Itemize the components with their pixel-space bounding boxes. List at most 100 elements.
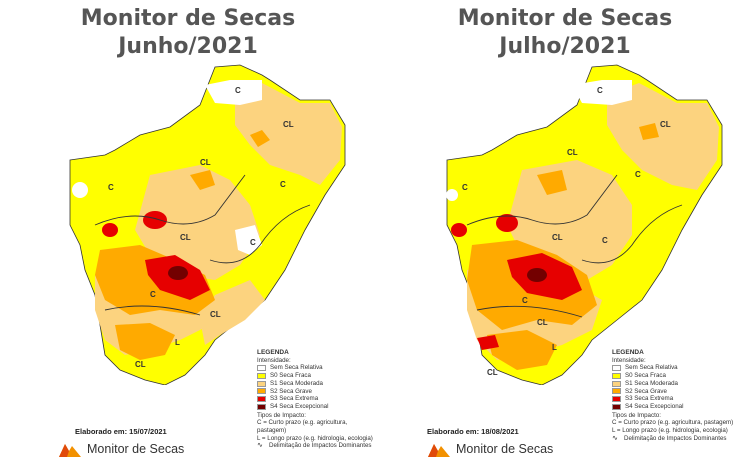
s1-region-northeast xyxy=(235,83,342,185)
map-label-c: C xyxy=(635,170,641,179)
s2-region-south xyxy=(115,323,175,360)
legend-swatch xyxy=(612,372,621,379)
legend-subtitle: Intensidade: xyxy=(612,356,646,364)
impact-line-1 xyxy=(466,174,618,226)
s2-spot-ne xyxy=(250,130,270,147)
legend-swatch xyxy=(257,403,266,410)
wave-icon: ∿ xyxy=(612,434,618,442)
map-label-c: C xyxy=(602,236,608,245)
no-drought-west xyxy=(72,182,88,198)
elaborado-date: Elaborado em: 15/07/2021 xyxy=(75,427,167,436)
map-label-cl: CL xyxy=(180,233,191,242)
map-label-cl: CL xyxy=(552,233,563,242)
legend-item: S2 Seca Grave xyxy=(612,388,733,396)
title-line1: Monitor de Secas xyxy=(80,6,296,31)
s3-spot-2 xyxy=(451,223,467,237)
elaborado-date: Elaborado em: 18/08/2021 xyxy=(427,427,519,436)
mountain-logo-icon xyxy=(59,444,81,457)
logo: Monitor de Secas xyxy=(58,440,184,458)
legend-swatch xyxy=(612,388,621,395)
s2-spot-ne xyxy=(639,123,659,140)
legend-title: LEGENDA xyxy=(612,349,644,356)
legend: LEGENDA Intensidade: Sem Seca Relativa S… xyxy=(612,349,733,442)
legend-swatch xyxy=(612,365,621,372)
impact-title: Tipos de Impacto: xyxy=(612,411,661,419)
map-label-l: L xyxy=(175,338,180,347)
no-drought-west xyxy=(446,189,458,201)
map-label-l: L xyxy=(552,343,557,352)
legend-item: S2 Seca Grave xyxy=(257,388,376,396)
legend-swatch xyxy=(257,365,266,372)
impact-c: C = Curto prazo (e.g. agricultura, pasta… xyxy=(257,419,348,435)
no-drought-north xyxy=(205,80,262,105)
legend-swatch xyxy=(257,372,266,379)
impact-line-1 xyxy=(94,174,246,226)
s2-spot-center xyxy=(190,170,215,190)
title-month: Julho/2021 xyxy=(499,34,631,59)
title-month: Junho/2021 xyxy=(118,34,258,59)
panel-june: Monitor de Secas Junho/2021 C C CL CL CL xyxy=(0,0,376,465)
legend-title: LEGENDA xyxy=(257,349,289,356)
map-label-cl: CL xyxy=(537,318,548,327)
legend-swatch xyxy=(257,388,266,395)
s3-spot-1 xyxy=(496,214,518,232)
s4-spot xyxy=(527,268,547,282)
map-label-c: C xyxy=(235,86,241,95)
legend-swatch xyxy=(612,403,621,410)
legend-swatch xyxy=(257,396,266,403)
legend-subtitle: Intensidade: xyxy=(257,356,291,364)
s3-spot-1 xyxy=(143,211,167,229)
impact-line-3 xyxy=(476,305,583,318)
s2-region-south xyxy=(487,330,557,370)
impact-c: C = Curto prazo (e.g. agricultura, pasta… xyxy=(612,419,734,427)
impact-line-legend: ∿ Delimitação de Impactos Dominantes xyxy=(612,434,727,442)
impact-line-2 xyxy=(581,204,683,264)
title-line1: Monitor de Secas xyxy=(457,6,673,31)
map-label-c: C xyxy=(280,180,286,189)
legend-item: S4 Seca Excepcional xyxy=(257,403,376,411)
map-label-c: C xyxy=(597,86,603,95)
legend-item: Sem Seca Relativa xyxy=(257,364,376,372)
legend-item: S0 Seca Fraca xyxy=(612,372,733,380)
s1-region-northeast xyxy=(607,83,719,190)
map-label-c: C xyxy=(150,290,156,299)
mountain-logo-icon xyxy=(428,444,450,457)
s2-spot-center xyxy=(537,170,567,195)
wave-icon: ∿ xyxy=(257,442,263,450)
map-label-c: C xyxy=(462,183,468,192)
legend-item: Sem Seca Relativa xyxy=(612,364,733,372)
impact-line-legend: ∿ Delimitação de Impactos Dominantes xyxy=(257,442,372,450)
logo-text: Monitor de Secas xyxy=(456,442,554,456)
impact-line-3 xyxy=(104,305,201,316)
map-label-cl: CL xyxy=(135,360,146,369)
map-label-cl: CL xyxy=(487,368,498,377)
drought-map-june: C C CL CL CL C C CL L CL C xyxy=(69,64,346,385)
s4-spot xyxy=(168,266,188,280)
logo: Monitor de Secas xyxy=(427,440,553,458)
s3-spot-2 xyxy=(102,223,118,237)
map-label-c: C xyxy=(108,183,114,192)
legend-item: S4 Seca Excepcional xyxy=(612,403,733,411)
drought-map-july: C C CL CL CL C C CL L CL C xyxy=(446,64,723,385)
legend-swatch xyxy=(612,396,621,403)
legend-item: S1 Seca Moderada xyxy=(257,380,376,388)
map-label-c: C xyxy=(522,296,528,305)
legend-item: S3 Seca Extrema xyxy=(257,395,376,403)
s3-spot-south xyxy=(477,335,499,350)
map-label-c: C xyxy=(250,238,256,247)
logo-text: Monitor de Secas xyxy=(87,442,185,456)
no-drought-east xyxy=(235,225,262,255)
no-drought-north xyxy=(572,80,632,105)
map-label-cl: CL xyxy=(567,148,578,157)
legend-item: S1 Seca Moderada xyxy=(612,380,733,388)
impact-line-2 xyxy=(209,204,311,264)
s1-region-southcoast xyxy=(200,280,265,345)
legend-item: S0 Seca Fraca xyxy=(257,372,376,380)
impact-l: L = Longo prazo (e.g. hidrologia, ecolog… xyxy=(612,427,728,435)
map-label-cl: CL xyxy=(210,310,221,319)
map-label-cl: CL xyxy=(660,120,671,129)
map-label-cl: CL xyxy=(283,120,294,129)
impact-l: L = Longo prazo (e.g. hidrologia, ecolog… xyxy=(257,434,373,442)
legend-item: S3 Seca Extrema xyxy=(612,395,733,403)
legend: LEGENDA Intensidade: Sem Seca Relativa S… xyxy=(257,349,376,450)
